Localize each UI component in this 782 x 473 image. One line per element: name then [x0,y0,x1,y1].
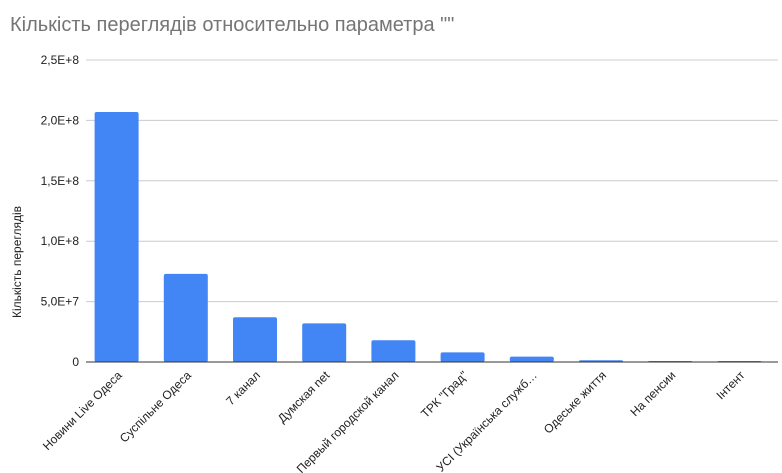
x-tick-label: На пенсии [627,368,678,419]
x-tick-label: 7 канал [223,368,263,408]
gridlines [86,59,778,303]
x-tick-label: Новини Live Одеса [40,368,125,453]
bar[interactable] [163,273,208,362]
x-tick-label: Суспільне Одеса [117,368,194,445]
bar[interactable] [233,317,277,362]
y-tick-label: 2,5E+8 [41,53,80,67]
bar[interactable] [94,111,139,362]
x-tick-label: Думская net [275,368,333,426]
y-tick-label: 1,0E+8 [41,234,80,248]
bars [94,111,762,362]
y-axis-title: Кількість переглядів [10,206,24,318]
bar[interactable] [509,356,554,362]
bar[interactable] [440,352,485,362]
y-tick-label: 1,5E+8 [41,174,80,188]
x-tick-label: Одеське життя [541,368,609,436]
chart-title: Кількість переглядів относительно параме… [10,14,455,36]
x-tick-label: ТРК "Град" [418,368,471,421]
bar[interactable] [371,340,416,362]
x-tick-label: Інтент [713,368,747,402]
y-tick-label: 2,0E+8 [41,113,80,127]
y-tick-label: 0 [72,355,79,369]
y-tick-labels: 0 5,0E+7 1,0E+8 1,5E+8 2,0E+8 2,5E+8 [41,53,80,369]
bar[interactable] [302,323,347,362]
y-tick-label: 5,0E+7 [41,295,80,309]
